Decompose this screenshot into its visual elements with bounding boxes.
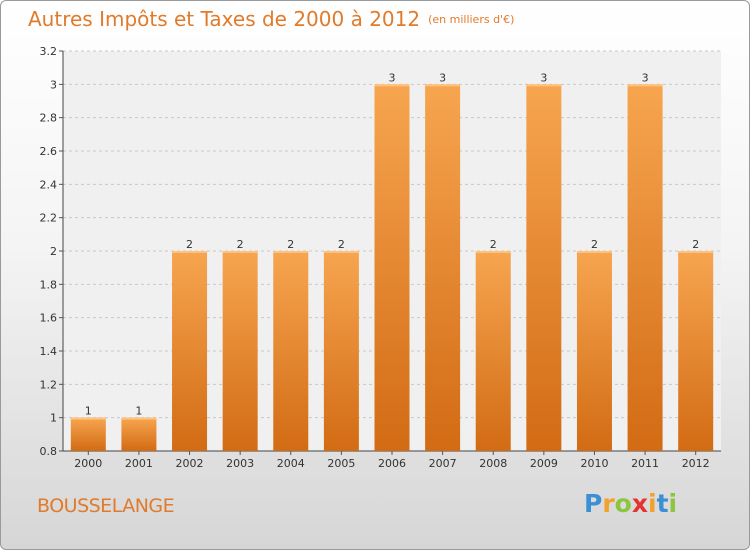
- x-tick-label: 2006: [378, 457, 406, 470]
- data-label: 2: [490, 238, 497, 251]
- x-tick-label: 2005: [327, 457, 355, 470]
- logo-letter: t: [656, 489, 669, 518]
- logo-letter: P: [584, 489, 603, 518]
- y-tick-label: 3.2: [40, 45, 58, 58]
- bar-2006: [374, 84, 410, 451]
- bar-2005: [323, 251, 359, 451]
- logo-letter: x: [631, 489, 648, 518]
- data-label: 2: [287, 238, 294, 251]
- x-tick-label: 2007: [429, 457, 457, 470]
- axes: 0.8 1 1.2 1.4 1.6 1.8 2 2.2 2.4 2.6 2.8 3 3.2 2000 200…: [40, 45, 721, 470]
- bar-2000: [70, 417, 106, 451]
- bar-2001: [121, 417, 157, 451]
- bar-highlight: [121, 417, 157, 420]
- x-tick-label: 2000: [74, 457, 102, 470]
- bar-2007: [425, 84, 461, 451]
- x-tick-label: 2009: [530, 457, 558, 470]
- proxiti-logo: Proxiti: [584, 489, 677, 518]
- chart-title-text: Autres Impôts et Taxes de 2000 à 2012: [28, 7, 421, 31]
- bar-2002: [172, 251, 208, 451]
- logo-letter: i: [668, 489, 678, 518]
- y-tick-label: 2: [50, 245, 57, 258]
- bar-highlight: [273, 251, 309, 253]
- data-label: 2: [692, 238, 699, 251]
- y-tick-label: 2.6: [40, 145, 58, 158]
- data-label: 3: [439, 71, 446, 84]
- bar-highlight: [425, 84, 461, 87]
- bar-2004: [273, 251, 309, 451]
- logo-letter: i: [648, 489, 657, 518]
- data-label: 2: [338, 238, 345, 251]
- bar-highlight: [323, 251, 359, 253]
- bar-highlight: [222, 251, 258, 253]
- y-tick-label: 1.2: [40, 378, 58, 391]
- data-label: 1: [135, 405, 142, 418]
- bar-highlight: [526, 84, 562, 87]
- bar-2003: [222, 251, 258, 451]
- x-tick-label: 2003: [226, 457, 254, 470]
- labels: 1 1 2 2 2 2 3 3 2 3 2 3 2: [85, 71, 699, 417]
- x-tick-label: 2004: [277, 457, 305, 470]
- logo-letter: r: [602, 489, 615, 518]
- logo-letter: o: [614, 489, 632, 518]
- bar-2011: [627, 84, 663, 451]
- x-tick-label: 2010: [580, 457, 608, 470]
- data-label: 1: [85, 405, 92, 418]
- y-tick-label: 1.4: [40, 345, 58, 358]
- data-label: 3: [642, 71, 649, 84]
- bar-2010: [576, 251, 612, 451]
- bar-2012: [678, 251, 714, 451]
- data-label: 3: [540, 71, 547, 84]
- bar-highlight: [70, 417, 106, 420]
- bar-highlight: [172, 251, 208, 253]
- bar-highlight: [678, 251, 714, 253]
- x-tick-label: 2012: [682, 457, 710, 470]
- bars: [70, 84, 714, 451]
- bar-2008: [475, 251, 511, 451]
- data-label: 3: [389, 71, 396, 84]
- bar-highlight: [576, 251, 612, 253]
- y-tick-label: 1.8: [40, 278, 58, 291]
- bar-2009: [526, 84, 562, 451]
- bar-highlight: [627, 84, 663, 87]
- y-tick-label: 0.8: [40, 445, 58, 458]
- data-label: 2: [237, 238, 244, 251]
- bar-highlight: [475, 251, 511, 253]
- bar-highlight: [374, 84, 410, 87]
- data-label: 2: [186, 238, 193, 251]
- y-tick-label: 2.8: [40, 112, 58, 125]
- y-tick-label: 1: [50, 412, 57, 425]
- y-tick-label: 2.2: [40, 212, 58, 225]
- x-tick-label: 2001: [125, 457, 153, 470]
- data-label: 2: [591, 238, 598, 251]
- y-tick-label: 2.4: [40, 178, 58, 191]
- commune-name: BOUSSELANGE: [37, 495, 175, 517]
- chart-title: Autres Impôts et Taxes de 2000 à 2012 (en…: [28, 7, 514, 31]
- chart-subtitle: (en milliers d'€): [428, 13, 515, 26]
- x-tick-label: 2011: [631, 457, 659, 470]
- y-tick-label: 3: [50, 78, 57, 91]
- x-tick-label: 2008: [479, 457, 507, 470]
- x-tick-label: 2002: [176, 457, 204, 470]
- y-tick-label: 1.6: [40, 312, 58, 325]
